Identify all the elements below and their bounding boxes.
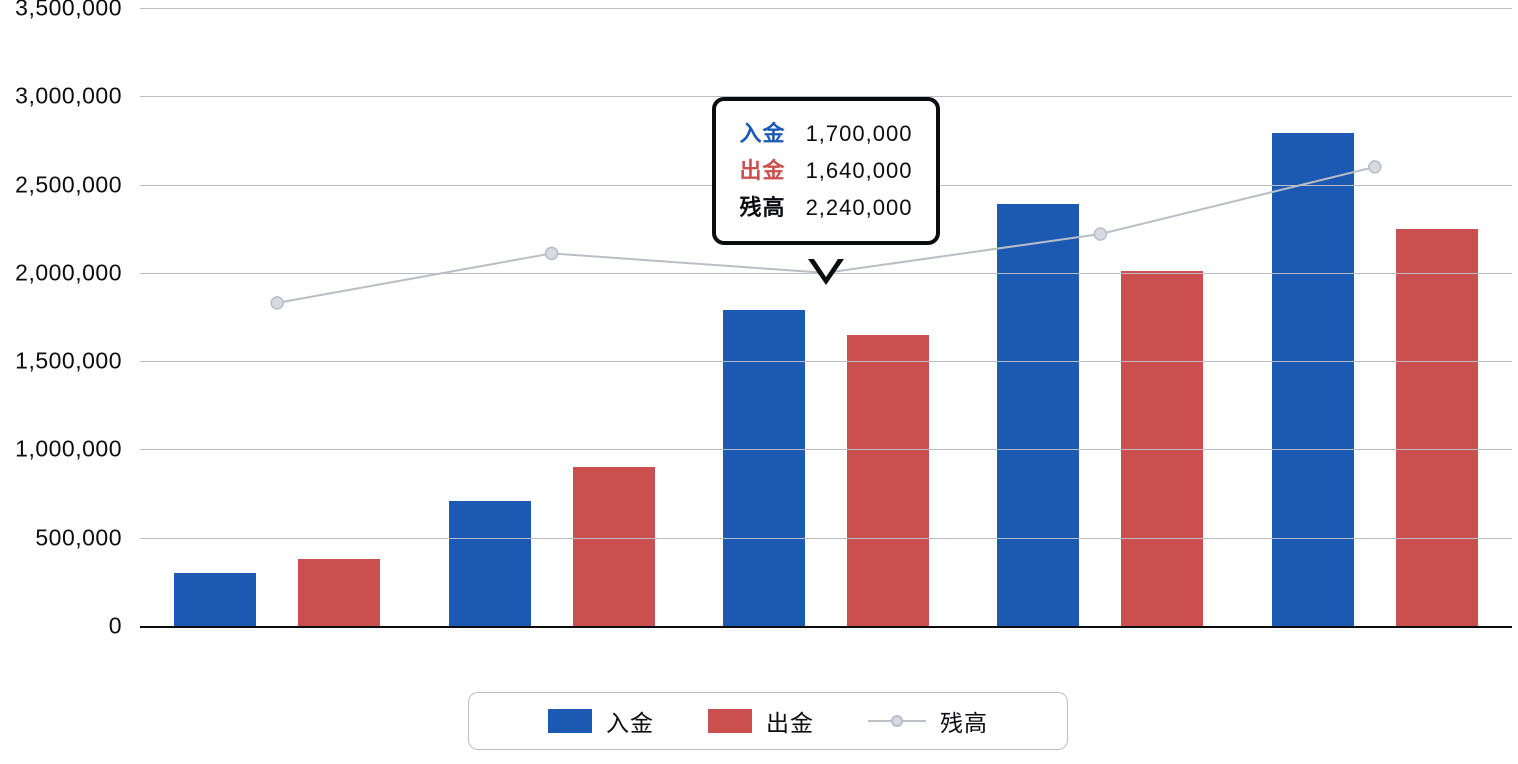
tooltip-row-deposit: 入金 1,700,000	[740, 115, 913, 152]
tooltip-row-withdraw: 出金 1,640,000	[740, 152, 913, 189]
y-tick-label: 3,500,000	[15, 0, 140, 22]
y-tick-label: 0	[109, 613, 140, 640]
legend-label: 出金	[766, 704, 814, 738]
chart-legend: 入金 出金 残高	[468, 692, 1068, 750]
gridline	[140, 8, 1512, 9]
legend-swatch-icon	[708, 709, 752, 733]
y-tick-label: 1,000,000	[15, 436, 140, 463]
data-tooltip: 入金 1,700,000 出金 1,640,000 残高 2,240,000	[712, 97, 941, 245]
legend-item-balance: 残高	[868, 704, 988, 738]
legend-label: 入金	[606, 704, 654, 738]
gridline	[140, 538, 1512, 539]
tooltip-value: 1,640,000	[806, 152, 913, 189]
tooltip-label: 出金	[740, 152, 786, 189]
gridline	[140, 626, 1512, 628]
financial-bar-line-chart: 0 500,000 1,000,000 1,500,000 2,000,000 2,500…	[0, 0, 1518, 764]
legend-item-withdraw: 出金	[708, 704, 814, 738]
tooltip-row-balance: 残高 2,240,000	[740, 189, 913, 226]
tooltip-label: 残高	[740, 189, 786, 226]
legend-swatch-icon	[548, 709, 592, 733]
y-tick-label: 3,000,000	[15, 83, 140, 110]
tooltip-value: 2,240,000	[806, 189, 913, 226]
gridline	[140, 361, 1512, 362]
y-tick-label: 2,000,000	[15, 259, 140, 286]
y-tick-label: 1,500,000	[15, 348, 140, 375]
tooltip-value: 1,700,000	[806, 115, 913, 152]
y-tick-label: 500,000	[35, 524, 140, 551]
tooltip-label: 入金	[740, 115, 786, 152]
legend-item-deposit: 入金	[548, 704, 654, 738]
gridline	[140, 449, 1512, 450]
legend-label: 残高	[940, 704, 988, 738]
y-tick-label: 2,500,000	[15, 171, 140, 198]
legend-line-icon	[868, 709, 926, 733]
